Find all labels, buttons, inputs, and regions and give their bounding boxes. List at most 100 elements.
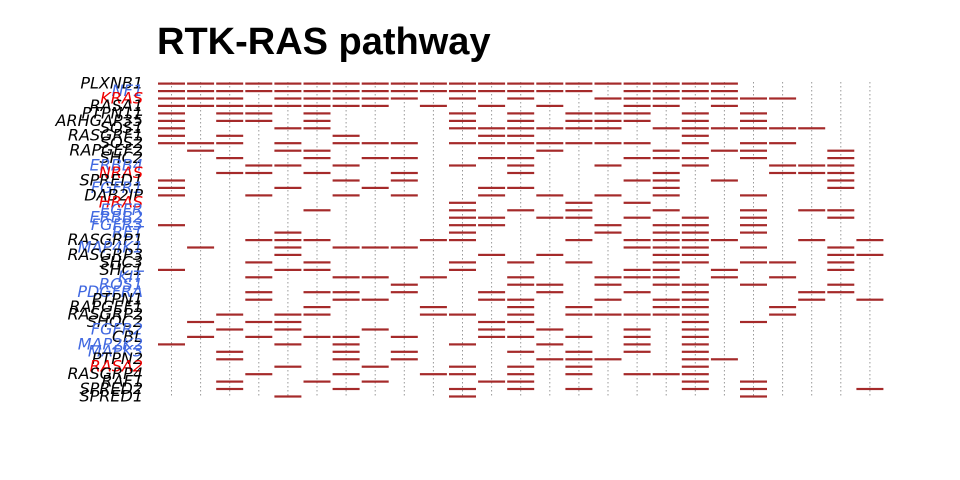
mutation-cell bbox=[478, 335, 506, 338]
mutation-cell bbox=[449, 395, 476, 398]
mutation-cell bbox=[216, 90, 244, 93]
mutation-cell bbox=[419, 313, 447, 316]
gene-label: EGFR bbox=[100, 200, 143, 219]
gene-label: ERBB4 bbox=[90, 155, 143, 174]
mutation-cell bbox=[303, 209, 331, 212]
mutation-cell bbox=[478, 134, 506, 137]
mutation-cell bbox=[652, 306, 680, 309]
mutation-cell bbox=[303, 380, 331, 383]
mutation-cell bbox=[274, 104, 302, 107]
mutation-cell bbox=[740, 246, 767, 249]
gene-label: ROS1 bbox=[99, 275, 143, 294]
mutation-cell bbox=[449, 164, 476, 167]
mutation-cell bbox=[565, 335, 593, 338]
mutation-cell bbox=[274, 365, 302, 368]
gene-label: RAPGEF1 bbox=[69, 297, 143, 316]
gene-label: MAP2K2 bbox=[78, 334, 143, 353]
mutation-cell bbox=[158, 90, 185, 93]
mutation-cell bbox=[449, 82, 476, 85]
mutation-cell bbox=[390, 335, 418, 338]
mutation-cell bbox=[623, 239, 651, 242]
mutation-cell bbox=[594, 127, 622, 130]
mutation-cell bbox=[827, 283, 855, 286]
mutation-cell bbox=[158, 186, 185, 189]
mutation-cell bbox=[449, 209, 476, 212]
mutation-cell bbox=[536, 104, 564, 107]
mutation-cell bbox=[652, 246, 680, 249]
mutation-cell bbox=[710, 90, 738, 93]
mutation-cell bbox=[536, 328, 564, 331]
gene-label: RASA1 bbox=[90, 96, 143, 115]
mutation-cell bbox=[274, 253, 302, 256]
mutation-cell bbox=[681, 90, 709, 93]
mutation-cell bbox=[478, 127, 506, 130]
mutation-cell bbox=[245, 239, 273, 242]
mutation-cell bbox=[536, 142, 564, 145]
mutation-cell bbox=[303, 104, 331, 107]
mutation-cell bbox=[798, 164, 826, 167]
gene-label: CBL bbox=[112, 327, 143, 346]
gene-label: MAP4K1 bbox=[78, 237, 143, 256]
mutation-cell bbox=[594, 112, 622, 115]
mutation-cell bbox=[216, 157, 244, 160]
mutation-cell bbox=[623, 291, 651, 294]
gene-label: ARHGAP35 bbox=[55, 111, 143, 130]
mutation-cell bbox=[565, 127, 593, 130]
mutation-cell bbox=[507, 112, 535, 115]
mutation-cell bbox=[478, 194, 506, 197]
mutation-cell bbox=[594, 298, 622, 301]
gene-label: PDGFRA bbox=[77, 282, 143, 301]
gene-labels: PLXNB1NF1KRASRASA1PTPN11ARHGAP35SOS1RASG… bbox=[55, 74, 145, 406]
mutation-cell bbox=[681, 97, 709, 100]
mutation-cell bbox=[449, 261, 476, 264]
mutation-cell bbox=[623, 313, 651, 316]
mutation-cell bbox=[827, 209, 855, 212]
mutation-cell bbox=[478, 157, 506, 160]
mutation-cell bbox=[361, 157, 389, 160]
mutation-cell bbox=[536, 291, 564, 294]
mutation-cell bbox=[274, 343, 302, 346]
mutation-cell bbox=[507, 335, 535, 338]
gene-label: PLXNB1 bbox=[80, 74, 143, 93]
mutation-cell bbox=[158, 194, 185, 197]
mutation-cell bbox=[507, 90, 535, 93]
gene-label: SPRED1 bbox=[79, 386, 143, 405]
mutation-cell bbox=[303, 171, 331, 175]
mutation-cell bbox=[303, 97, 331, 100]
mutation-cell bbox=[245, 82, 273, 85]
mutation-cell bbox=[361, 365, 389, 368]
mutation-cell bbox=[710, 149, 738, 152]
mutation-cell bbox=[652, 313, 680, 316]
mutation-cell bbox=[827, 171, 855, 175]
mutation-cell bbox=[478, 186, 506, 189]
mutation-cell bbox=[332, 134, 360, 137]
mutation-cell bbox=[681, 127, 709, 130]
mutation-cell bbox=[681, 380, 709, 383]
mutation-cell bbox=[449, 127, 476, 130]
mutation-cell bbox=[274, 395, 302, 398]
mutation-cell bbox=[623, 201, 651, 204]
gene-label: SPRED2 bbox=[79, 379, 143, 398]
mutation-cell bbox=[681, 387, 709, 391]
mutation-cell bbox=[449, 387, 476, 391]
mutation-cell bbox=[332, 90, 360, 93]
mutation-cell bbox=[565, 306, 593, 309]
mutation-cell bbox=[740, 194, 767, 197]
mutation-cell bbox=[827, 164, 855, 167]
mutation-cell bbox=[216, 82, 244, 85]
mutation-cell bbox=[623, 142, 651, 145]
mutation-cell bbox=[681, 119, 709, 122]
gene-label: SHC2 bbox=[99, 148, 143, 167]
mutation-cell bbox=[332, 343, 360, 346]
mutation-cell bbox=[565, 358, 593, 361]
mutation-cell bbox=[449, 224, 476, 227]
mutation-cell bbox=[449, 231, 476, 234]
mutation-cell bbox=[449, 97, 476, 100]
mutation-cell bbox=[798, 209, 826, 212]
mutation-cell bbox=[332, 291, 360, 294]
mutation-cell bbox=[594, 276, 622, 279]
mutation-cell bbox=[245, 298, 273, 301]
mutation-cell bbox=[419, 306, 447, 309]
mutation-cell bbox=[565, 90, 593, 93]
mutation-cell bbox=[536, 194, 564, 197]
